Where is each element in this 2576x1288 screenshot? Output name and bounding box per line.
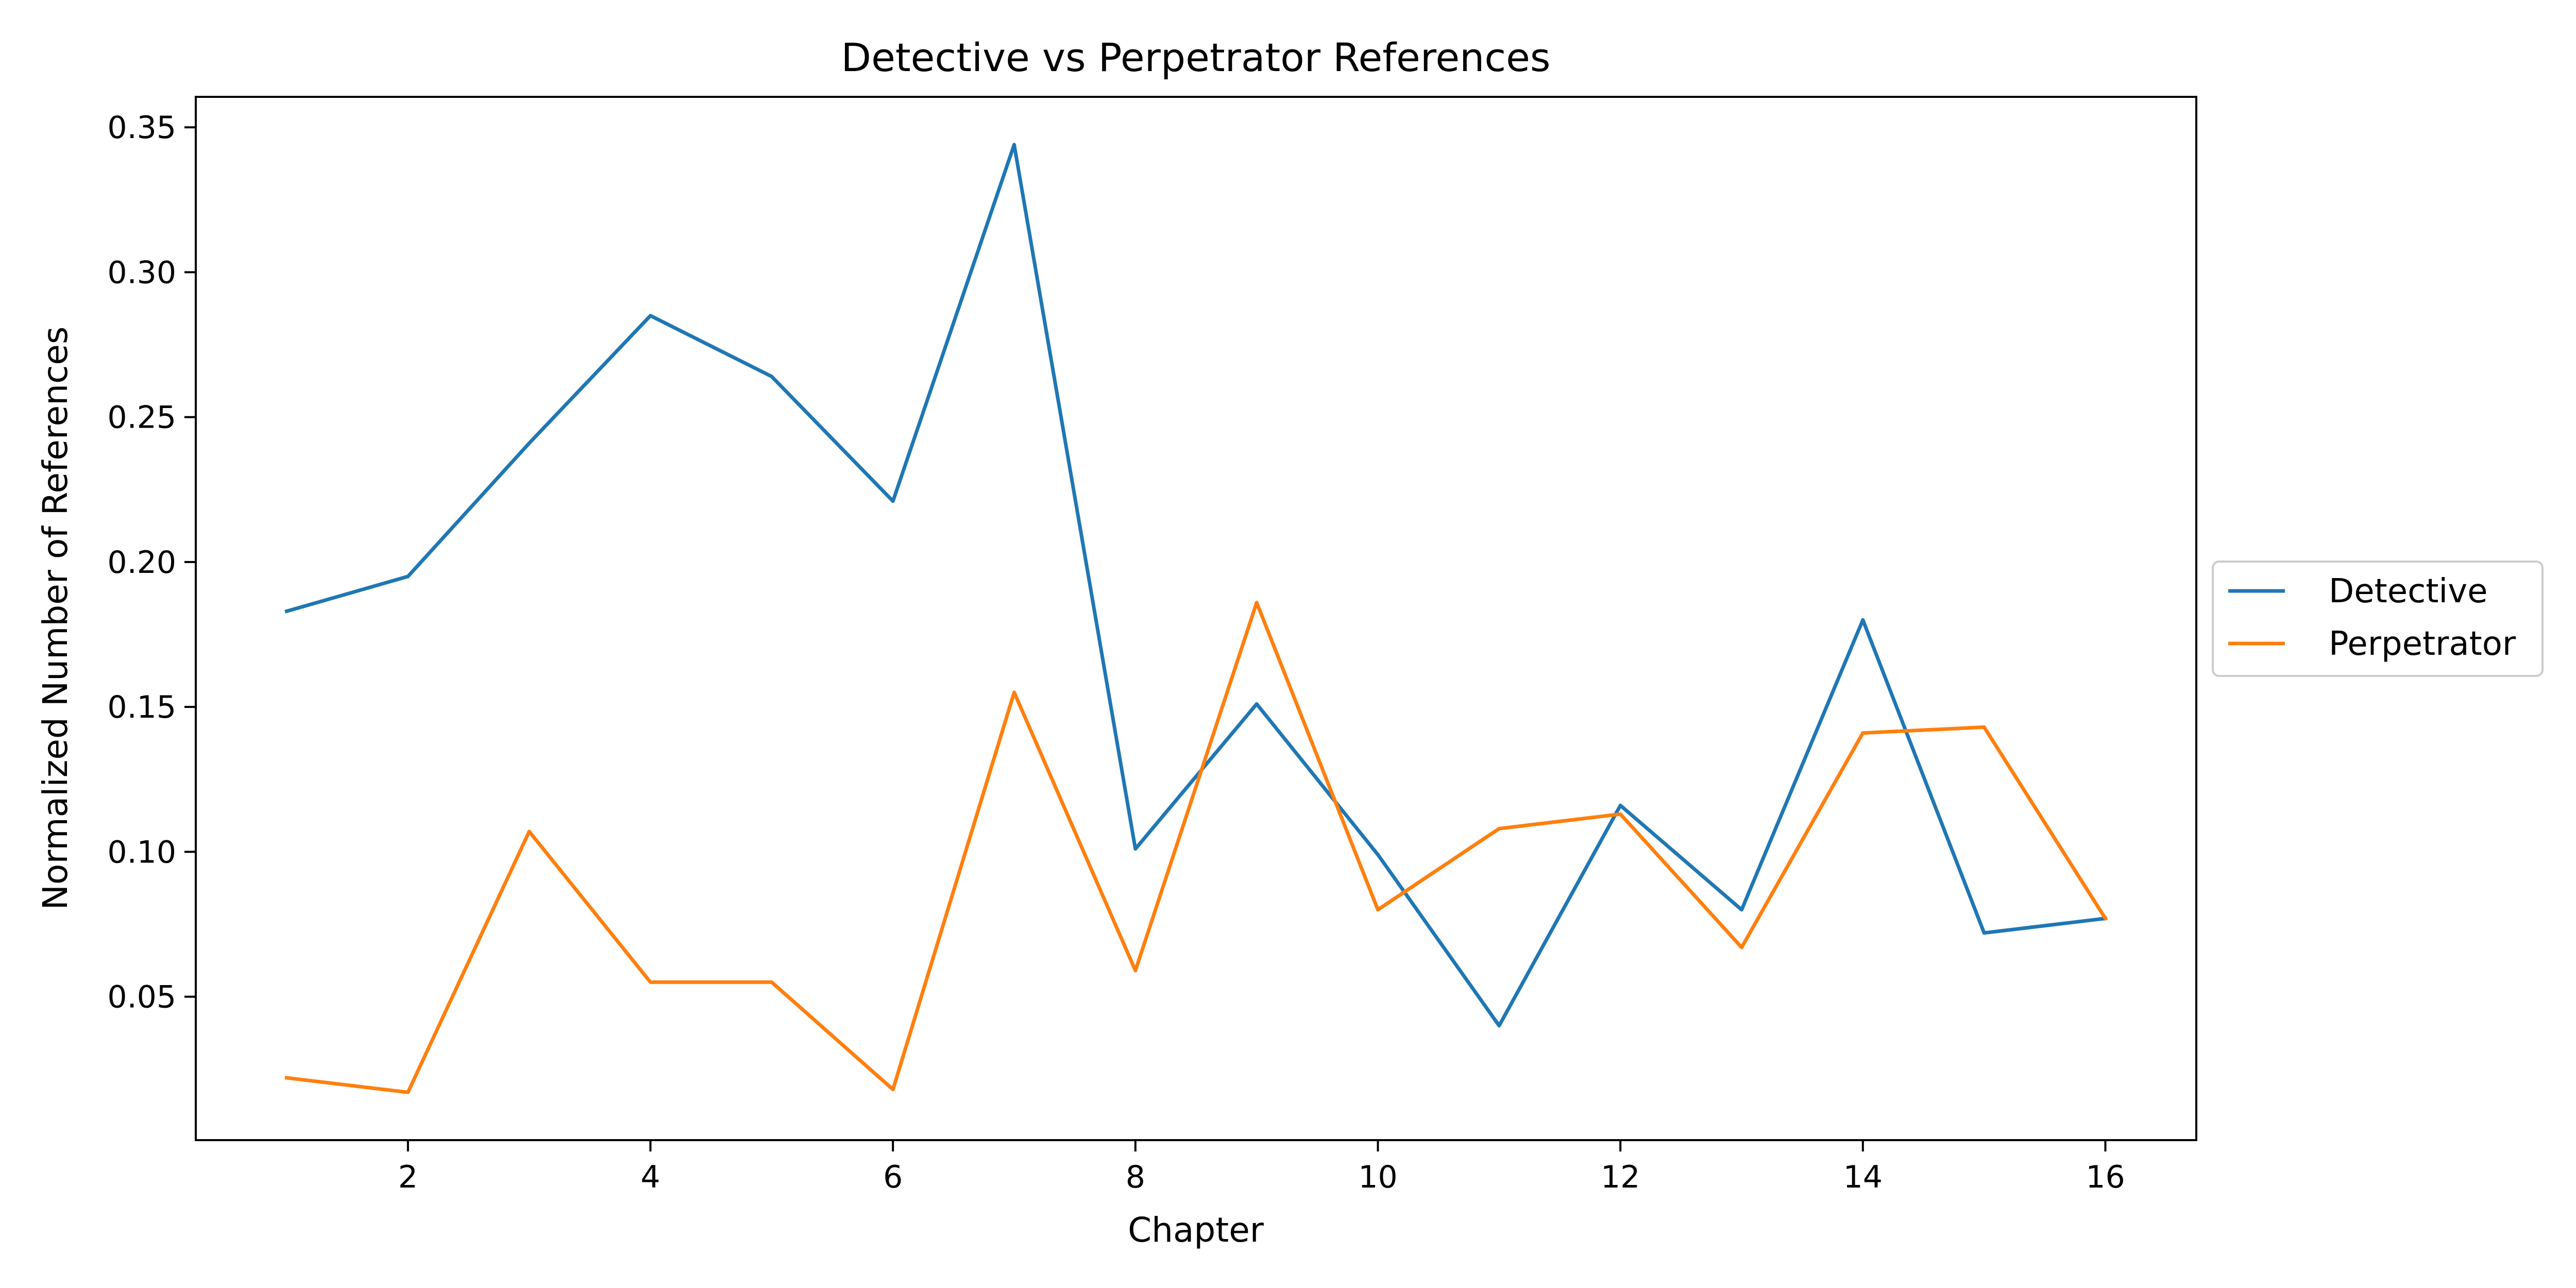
x-tick-label: 8 (1126, 1159, 1145, 1195)
x-tick-label: 4 (640, 1159, 660, 1195)
series-lines (284, 143, 2108, 1094)
plot-background (196, 97, 2196, 1140)
x-tick-label: 6 (883, 1159, 903, 1195)
y-tick-label: 0.30 (107, 255, 176, 291)
chart-title: Detective vs Perpetrator References (841, 35, 1551, 80)
y-tick-label: 0.20 (107, 545, 176, 581)
series-line-perpetrator (284, 601, 2108, 1094)
x-tick-label: 2 (398, 1159, 418, 1195)
y-axis-label: Normalized Number of References (36, 327, 75, 910)
legend: Detective Perpetrator (2212, 561, 2544, 677)
legend-box (2212, 561, 2544, 677)
legend-label-detective: Detective (2329, 572, 2487, 611)
x-axis-label: Chapter (1128, 1210, 1264, 1250)
series-line-detective (284, 143, 2108, 1028)
y-tick-label: 0.05 (107, 979, 176, 1015)
y-tick-label: 0.25 (107, 400, 176, 436)
x-tick-label: 12 (1601, 1159, 1640, 1195)
y-tick-label: 0.15 (107, 689, 176, 725)
x-tick-label: 16 (2086, 1159, 2125, 1195)
x-axis-ticks: 2 4 6 8 10 12 14 16 (398, 1140, 2125, 1195)
plot-frame (195, 96, 2197, 1141)
legend-label-perpetrator: Perpetrator (2329, 625, 2516, 663)
x-tick-label: 10 (1358, 1159, 1397, 1195)
y-axis-ticks: 0.05 0.10 0.15 0.20 0.25 0.30 0.35 (107, 110, 196, 1015)
y-tick-label: 0.35 (107, 110, 176, 146)
x-tick-label: 14 (1843, 1159, 1883, 1195)
y-tick-label: 0.10 (107, 834, 176, 870)
